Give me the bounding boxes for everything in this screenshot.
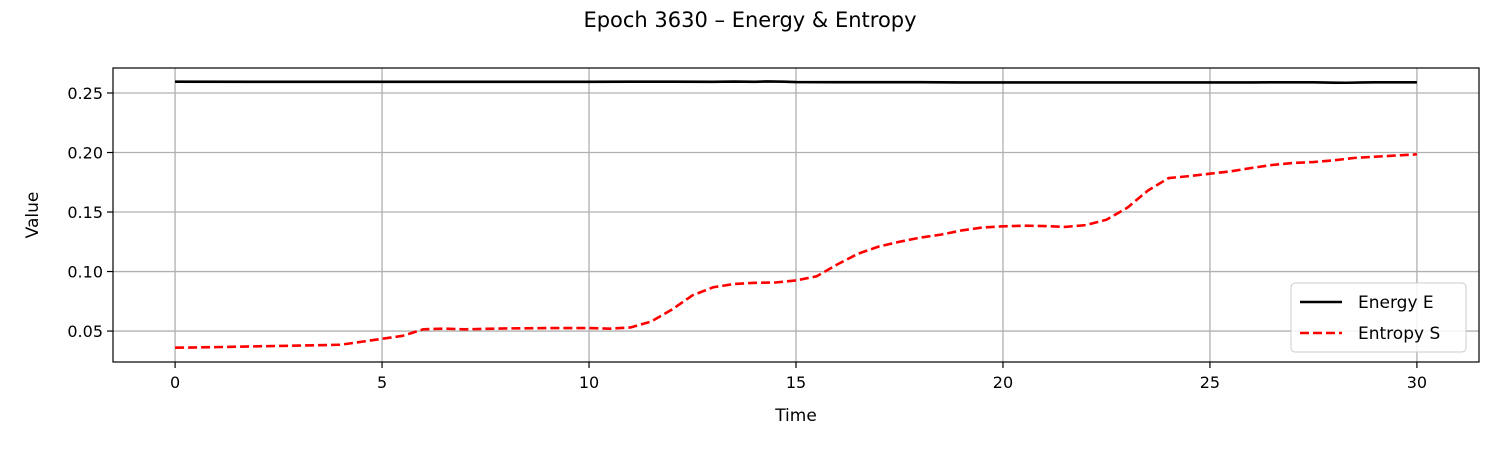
x-tick-label: 10 bbox=[579, 373, 599, 392]
legend-label: Entropy S bbox=[1358, 324, 1440, 344]
x-tick-label: 5 bbox=[377, 373, 387, 392]
grid bbox=[113, 68, 1479, 362]
x-tick-label: 30 bbox=[1407, 373, 1427, 392]
x-axis-label: Time bbox=[774, 406, 817, 426]
series-line-energy bbox=[175, 80, 1417, 85]
legend: Energy E Entropy S bbox=[1290, 282, 1467, 353]
axes: 0 5 10 15 20 25 30 0.05 0.10 0.15 0.20 0.25 bbox=[67, 84, 1427, 392]
series-line-entropy bbox=[175, 153, 1417, 350]
legend-box bbox=[1290, 282, 1467, 353]
y-tick-label: 0.05 bbox=[67, 322, 103, 341]
y-tick-label: 0.20 bbox=[67, 144, 103, 163]
y-tick-label: 0.10 bbox=[67, 263, 103, 282]
x-tick-label: 0 bbox=[170, 373, 180, 392]
x-tick-label: 20 bbox=[993, 373, 1013, 392]
series-layer bbox=[175, 80, 1417, 350]
x-tick-label: 15 bbox=[786, 373, 806, 392]
y-tick-label: 0.15 bbox=[67, 203, 103, 222]
chart-title: Epoch 3630 – Energy & Entropy bbox=[583, 8, 916, 32]
y-axis-label: Value bbox=[23, 192, 43, 239]
x-tick-label: 25 bbox=[1200, 373, 1220, 392]
legend-label: Energy E bbox=[1358, 293, 1434, 313]
y-tick-label: 0.25 bbox=[67, 84, 103, 103]
